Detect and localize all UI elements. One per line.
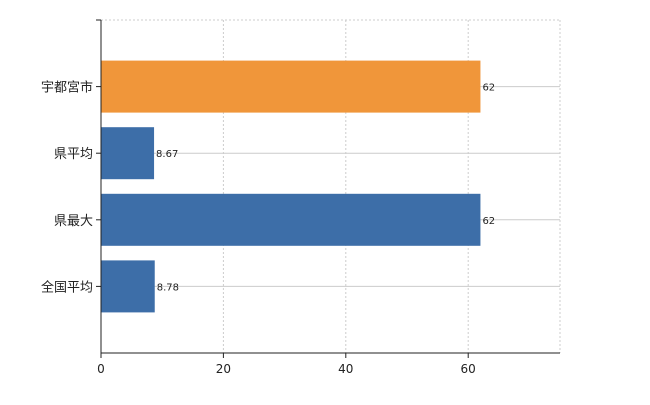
x-tick-label: 60	[461, 362, 476, 376]
axes	[100, 20, 560, 354]
category-label: 全国平均	[41, 279, 93, 295]
data-label: 8.78	[157, 282, 179, 293]
category-label: 県最大	[54, 214, 93, 229]
data-label: 8.67	[156, 149, 178, 160]
x-tick-label: 40	[338, 362, 353, 376]
bar-0	[101, 60, 481, 113]
bar-2	[101, 193, 481, 246]
data-label: 62	[482, 83, 495, 94]
bar-1	[101, 127, 155, 180]
category-label: 宇都宮市	[41, 80, 93, 96]
x-tick-label: 20	[216, 362, 231, 376]
x-tick-label: 0	[97, 362, 105, 376]
data-label: 62	[482, 216, 495, 227]
bars	[101, 60, 481, 313]
category-label: 県平均	[54, 147, 93, 162]
labels: 0 20 40 60 宇都宮市 62 県平均 8.67 県最大 62 全国平均 8.78	[41, 19, 495, 376]
bar-3	[101, 260, 155, 313]
